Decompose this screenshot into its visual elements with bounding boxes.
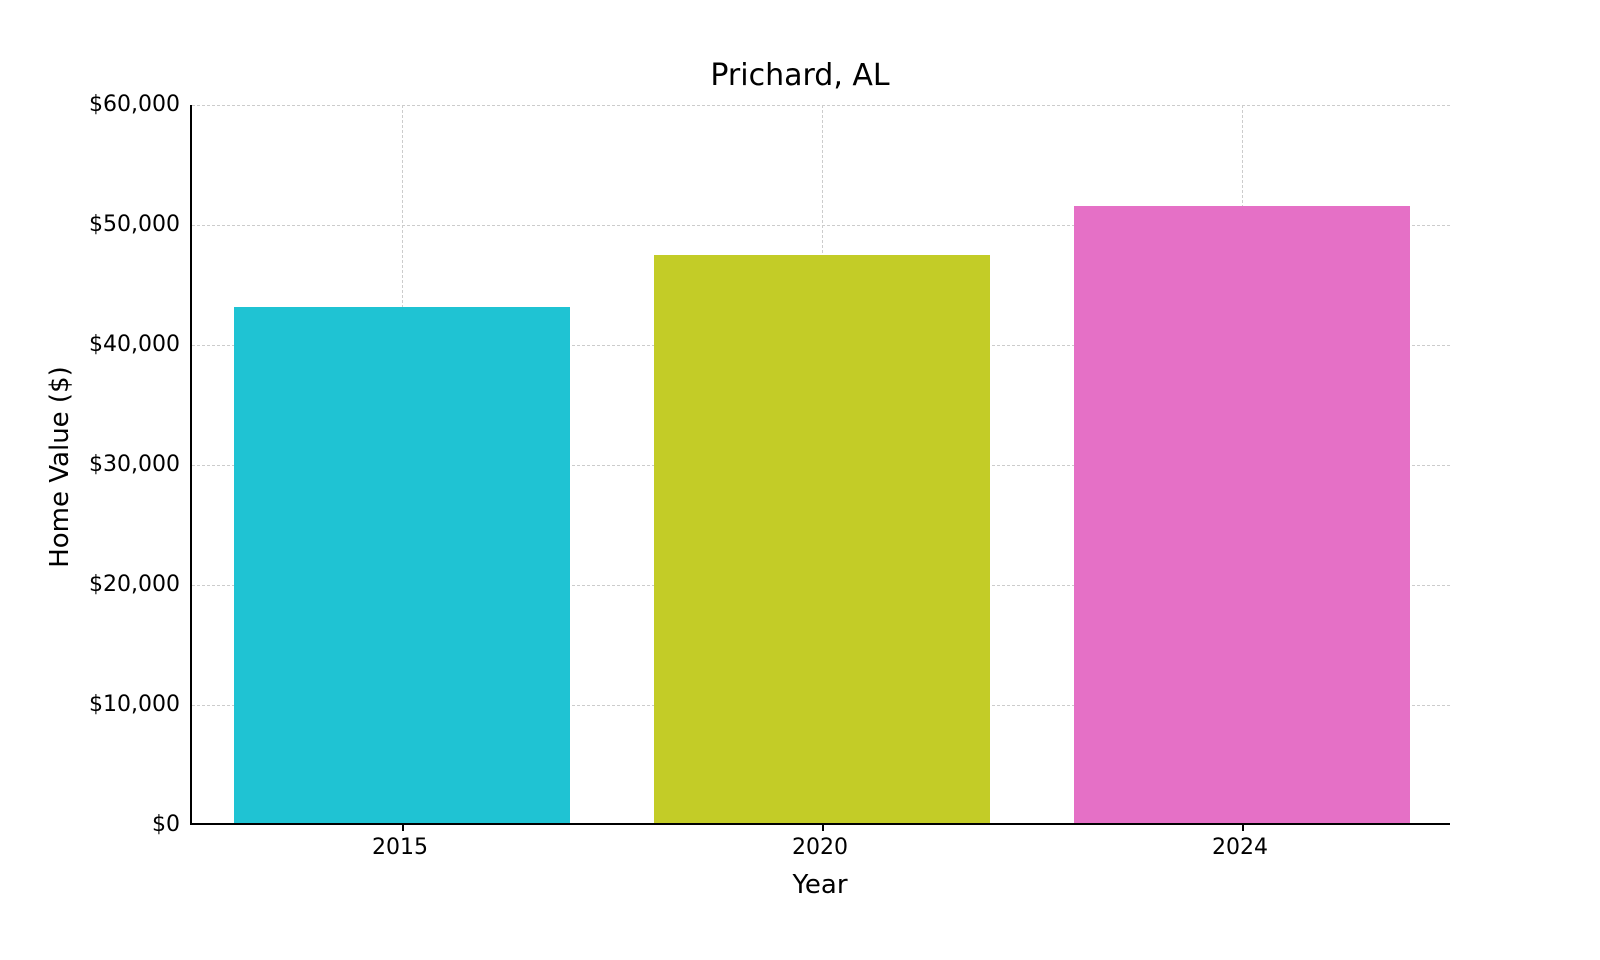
y-axis-label: Home Value ($) [45, 107, 75, 827]
chart-title: Prichard, AL [0, 58, 1600, 93]
bar [1074, 206, 1410, 823]
bar [654, 255, 990, 823]
y-tick-label: $0 [152, 812, 180, 837]
y-tick-label: $40,000 [89, 332, 180, 357]
x-tick-mark [1242, 823, 1244, 831]
chart-container: Prichard, AL Home Value ($) Year $0 $10,0… [0, 0, 1600, 960]
x-tick-label: 2024 [1030, 835, 1450, 860]
x-tick-label: 2020 [610, 835, 1030, 860]
plot-area [190, 105, 1450, 825]
y-tick-label: $10,000 [89, 692, 180, 717]
y-tick-label: $50,000 [89, 212, 180, 237]
x-tick-label: 2015 [190, 835, 610, 860]
x-axis-label: Year [190, 870, 1450, 900]
x-tick-mark [402, 823, 404, 831]
bar [234, 307, 570, 823]
y-tick-label: $30,000 [89, 452, 180, 477]
y-tick-label: $60,000 [89, 92, 180, 117]
x-tick-mark [822, 823, 824, 831]
grid-line [192, 105, 1450, 106]
y-tick-label: $20,000 [89, 572, 180, 597]
